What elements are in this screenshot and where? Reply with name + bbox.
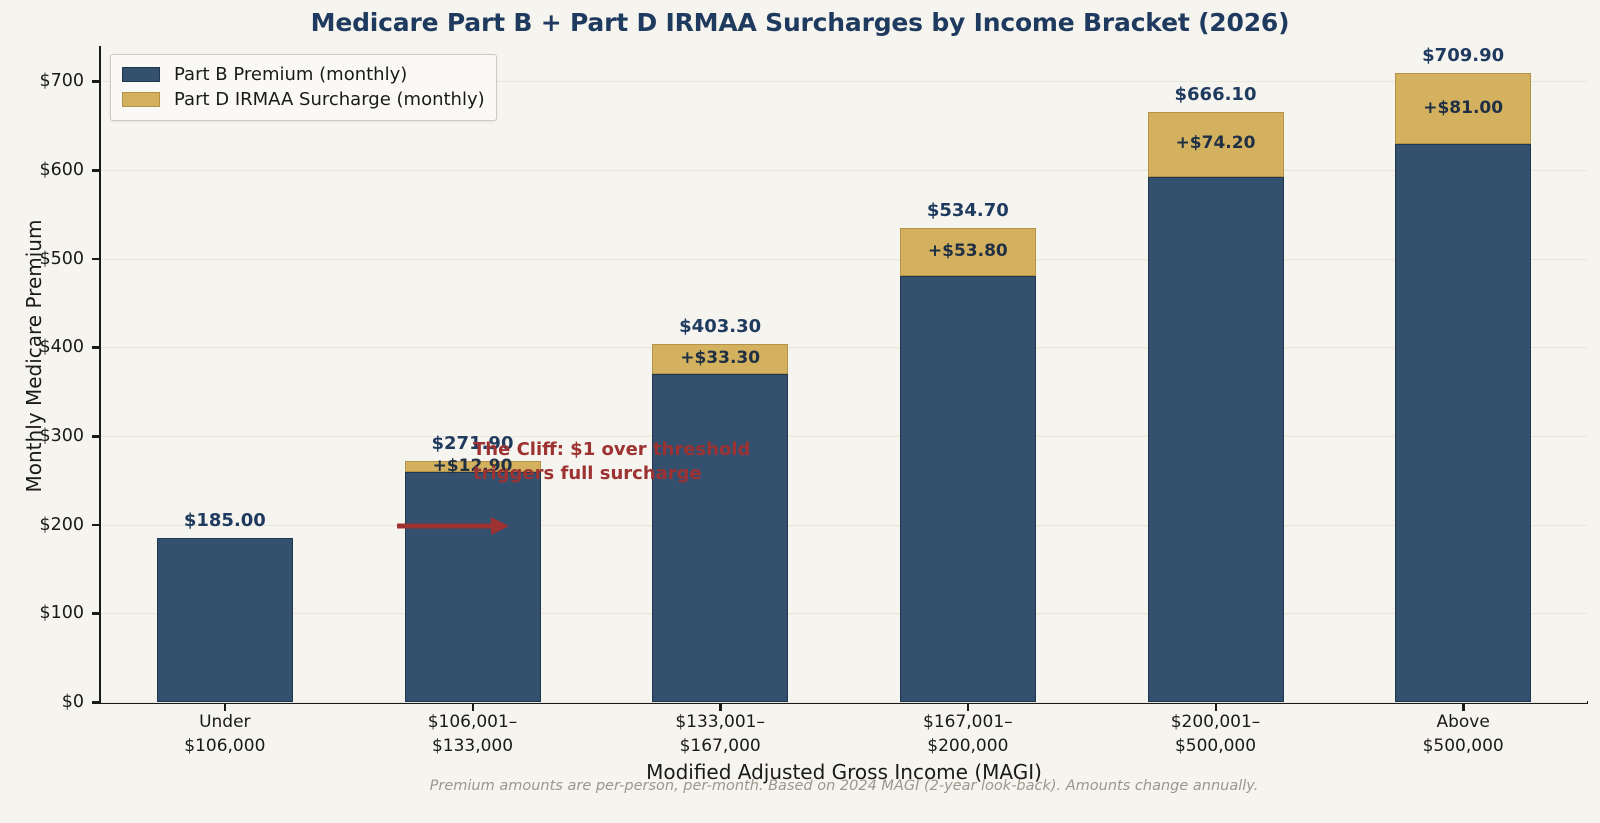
bar-total-label: $666.10 — [1174, 83, 1257, 105]
bar-part-d[interactable] — [652, 344, 789, 374]
y-tick-mark — [92, 169, 100, 172]
bar-part-b[interactable] — [1395, 144, 1532, 702]
x-tick-mark — [223, 703, 227, 711]
x-tick-mark — [966, 703, 970, 711]
x-tick-label: Above $500,000 — [1333, 710, 1593, 758]
x-axis-title: Modified Adjusted Gross Income (MAGI) — [646, 760, 1042, 784]
x-tick-label-line: $200,000 — [927, 736, 1009, 757]
x-tick-label: Under $106,000 — [95, 710, 355, 758]
chart-title: Medicare Part B + Part D IRMAA Surcharge… — [310, 8, 1290, 37]
chart-footnote: Premium amounts are per-person, per-mont… — [429, 778, 1259, 794]
gridline — [101, 347, 1587, 349]
x-tick-mark — [719, 703, 722, 711]
gridline — [101, 702, 1587, 703]
x-tick-label: $200,001– $500,000 — [1086, 710, 1346, 758]
x-tick-label-line: $200,001– — [1170, 712, 1261, 732]
cliff-annotation-line1: The Cliff: $1 over threshold — [473, 439, 751, 460]
x-tick-label-line: Under — [199, 712, 251, 732]
x-tick-label: $106,001– $133,000 — [343, 710, 603, 758]
x-tick-label-line: $500,000 — [1422, 736, 1504, 757]
bar-total-label: $271.90 — [431, 432, 514, 454]
x-tick-label: $167,001– $200,000 — [838, 710, 1098, 758]
y-tick-label: $100 — [39, 603, 84, 624]
y-tick-label: $600 — [39, 160, 84, 181]
bar-part-b[interactable] — [404, 472, 541, 702]
y-tick-label: $400 — [39, 337, 84, 358]
bar-part-b[interactable] — [156, 538, 293, 702]
y-axis-line — [99, 46, 102, 703]
bar-part-b[interactable] — [652, 374, 789, 702]
legend-label-part-d: Part D IRMAA Surcharge (monthly) — [174, 89, 485, 110]
legend-label-part-b: Part B Premium (monthly) — [174, 64, 408, 85]
y-tick-label: $0 — [61, 692, 84, 712]
gridline — [101, 258, 1587, 260]
legend-swatch-part-d-icon — [122, 92, 160, 107]
y-tick-label: $700 — [39, 71, 84, 92]
gridline — [101, 524, 1587, 526]
bar-surcharge-label: +$74.20 — [1175, 133, 1256, 154]
legend-item-part-b[interactable]: Part B Premium (monthly) — [122, 62, 485, 87]
bar-surcharge-label: +$81.00 — [1423, 97, 1504, 118]
y-tick-label: $300 — [39, 426, 84, 447]
bar-total-label: $403.30 — [679, 316, 762, 338]
x-tick-label-line: $106,001– — [427, 712, 518, 732]
y-tick-label: $200 — [39, 514, 84, 535]
bar-surcharge-label: +$12.90 — [432, 455, 513, 476]
gridline — [101, 436, 1587, 438]
x-tick-label-line: $133,000 — [431, 736, 514, 757]
y-tick-mark — [92, 435, 100, 438]
legend-item-part-d[interactable]: Part D IRMAA Surcharge (monthly) — [122, 87, 485, 112]
gridline — [101, 81, 1587, 83]
gridline — [101, 613, 1587, 615]
x-tick-label: $133,001– $167,000 — [590, 710, 850, 758]
y-tick-label: $500 — [39, 248, 84, 269]
y-tick-mark — [92, 612, 100, 615]
x-tick-label-line: $167,001– — [923, 712, 1013, 732]
cliff-annotation-line2: triggers full surcharge — [473, 463, 702, 485]
y-tick-mark — [92, 701, 100, 704]
cliff-annotation: The Cliff: $1 over threshold triggers fu… — [473, 438, 750, 487]
bar-part-b[interactable] — [1147, 177, 1284, 702]
bar-surcharge-label: +$33.30 — [680, 348, 761, 369]
bar-part-b[interactable] — [899, 275, 1036, 702]
bar-part-d[interactable] — [404, 460, 541, 473]
x-tick-label-line: $106,000 — [184, 736, 266, 757]
y-tick-mark — [92, 346, 100, 349]
chart-legend[interactable]: Part B Premium (monthly) Part D IRMAA Su… — [110, 54, 497, 121]
bar-total-label: $534.70 — [926, 199, 1009, 221]
gridline — [101, 170, 1587, 172]
x-tick-label-line: $167,000 — [679, 736, 761, 757]
cliff-arrow-icon — [397, 517, 509, 535]
bar-surcharge-label: +$53.80 — [927, 240, 1008, 261]
x-tick-label-line: Above — [1436, 712, 1490, 732]
y-tick-mark — [92, 257, 100, 261]
x-tick-mark — [1462, 703, 1465, 711]
bar-part-d[interactable] — [1395, 72, 1532, 145]
bar-total-label: $709.90 — [1422, 44, 1505, 66]
bar-total-label: $185.00 — [183, 510, 266, 531]
bar-part-d[interactable] — [1147, 111, 1284, 178]
x-tick-label-line: $500,000 — [1174, 736, 1257, 757]
y-tick-mark — [92, 523, 100, 527]
legend-swatch-part-b-icon — [122, 67, 160, 82]
x-tick-label-line: $133,001– — [675, 712, 765, 732]
y-tick-mark — [92, 80, 100, 83]
bar-part-d[interactable] — [899, 227, 1036, 276]
x-tick-mark — [1214, 703, 1217, 711]
x-tick-mark — [471, 703, 474, 711]
plot-area: $185.00 +$12.90 $271.90 +$33.30 $403.30 +$53.… — [101, 45, 1587, 703]
